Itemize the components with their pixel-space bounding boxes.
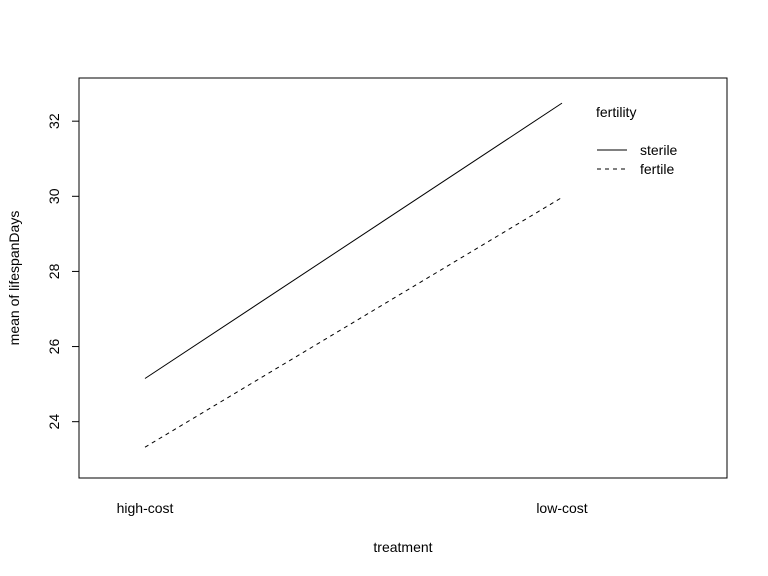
legend-label-sterile: sterile <box>640 142 678 158</box>
x-tick-label: high-cost <box>117 500 174 516</box>
x-tick-label: low-cost <box>536 500 587 516</box>
x-axis: high-cost low-cost <box>117 500 588 516</box>
series-line-sterile <box>144 102 563 379</box>
y-tick-label: 32 <box>46 113 62 129</box>
y-axis: 24 26 28 30 32 <box>46 113 79 429</box>
legend: fertility sterile fertile <box>596 104 678 177</box>
y-tick-label: 26 <box>46 339 62 355</box>
series-lines <box>144 102 563 448</box>
x-axis-label: treatment <box>373 539 432 555</box>
y-tick-label: 30 <box>46 188 62 204</box>
legend-title: fertility <box>596 104 636 120</box>
series-line-fertile <box>144 196 563 448</box>
y-tick-label: 24 <box>46 414 62 430</box>
y-tick-label: 28 <box>46 263 62 279</box>
plot-frame <box>78 77 728 479</box>
y-axis-label: mean of lifespanDays <box>6 211 22 346</box>
legend-label-fertile: fertile <box>640 161 674 177</box>
